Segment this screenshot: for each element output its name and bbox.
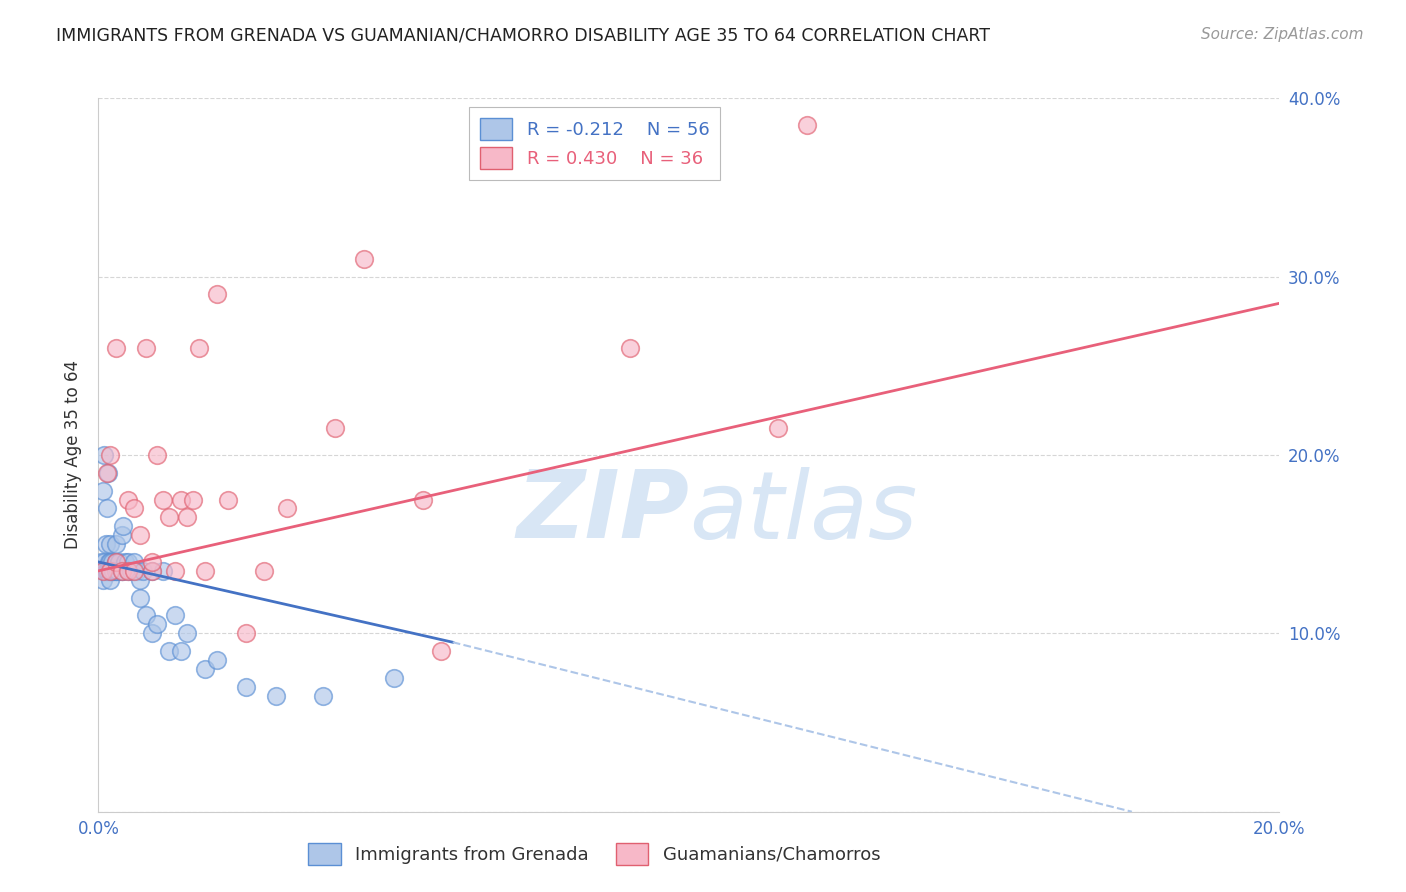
- Point: [312, 689, 335, 703]
- Point: [430, 644, 453, 658]
- Point: [353, 252, 375, 266]
- Point: [105, 564, 128, 578]
- Point: [181, 492, 204, 507]
- Text: ZIP: ZIP: [516, 466, 689, 558]
- Point: [114, 555, 136, 569]
- Point: [217, 492, 239, 507]
- Y-axis label: Disability Age 35 to 64: Disability Age 35 to 64: [63, 360, 82, 549]
- Point: [194, 564, 217, 578]
- Point: [91, 564, 114, 578]
- Point: [205, 287, 228, 301]
- Point: [107, 564, 129, 578]
- Point: [176, 626, 198, 640]
- Text: Source: ZipAtlas.com: Source: ZipAtlas.com: [1201, 27, 1364, 42]
- Point: [103, 564, 125, 578]
- Point: [91, 573, 114, 587]
- Point: [100, 564, 122, 578]
- Point: [90, 555, 112, 569]
- Point: [796, 118, 818, 132]
- Point: [135, 341, 157, 355]
- Point: [128, 573, 150, 587]
- Point: [98, 448, 121, 462]
- Point: [94, 564, 117, 578]
- Point: [98, 555, 121, 569]
- Point: [105, 537, 128, 551]
- Point: [253, 564, 276, 578]
- Point: [165, 608, 187, 623]
- Point: [766, 421, 789, 435]
- Point: [97, 466, 120, 480]
- Point: [152, 492, 174, 507]
- Point: [157, 644, 180, 658]
- Point: [96, 501, 118, 516]
- Point: [141, 564, 163, 578]
- Point: [135, 608, 157, 623]
- Point: [111, 564, 134, 578]
- Point: [323, 421, 346, 435]
- Point: [111, 564, 134, 578]
- Point: [194, 662, 217, 676]
- Point: [412, 492, 434, 507]
- Point: [97, 564, 120, 578]
- Point: [205, 653, 228, 667]
- Point: [141, 555, 163, 569]
- Point: [94, 537, 117, 551]
- Point: [132, 564, 155, 578]
- Point: [98, 537, 121, 551]
- Point: [101, 564, 124, 578]
- Text: IMMIGRANTS FROM GRENADA VS GUAMANIAN/CHAMORRO DISABILITY AGE 35 TO 64 CORRELATIO: IMMIGRANTS FROM GRENADA VS GUAMANIAN/CHA…: [56, 27, 990, 45]
- Point: [117, 555, 139, 569]
- Point: [187, 341, 209, 355]
- Point: [101, 555, 124, 569]
- Point: [128, 591, 150, 605]
- Point: [146, 448, 169, 462]
- Point: [105, 555, 128, 569]
- Point: [152, 564, 174, 578]
- Point: [93, 555, 115, 569]
- Point: [157, 510, 180, 524]
- Point: [165, 564, 187, 578]
- Point: [98, 555, 121, 569]
- Point: [176, 510, 198, 524]
- Point: [122, 564, 145, 578]
- Point: [264, 689, 287, 703]
- Point: [146, 617, 169, 632]
- Point: [170, 644, 193, 658]
- Point: [96, 466, 118, 480]
- Point: [105, 341, 128, 355]
- Point: [122, 501, 145, 516]
- Point: [141, 626, 163, 640]
- Point: [120, 564, 142, 578]
- Point: [117, 492, 139, 507]
- Point: [98, 573, 121, 587]
- Point: [93, 564, 115, 578]
- Point: [235, 680, 257, 694]
- Point: [112, 519, 135, 533]
- Point: [125, 564, 148, 578]
- Point: [122, 564, 145, 578]
- Text: atlas: atlas: [689, 467, 917, 558]
- Point: [117, 564, 139, 578]
- Point: [91, 483, 114, 498]
- Point: [382, 671, 405, 685]
- Point: [111, 564, 134, 578]
- Point: [111, 528, 134, 542]
- Legend: Immigrants from Grenada, Guamanians/Chamorros: Immigrants from Grenada, Guamanians/Cham…: [299, 834, 890, 874]
- Point: [108, 555, 131, 569]
- Point: [128, 528, 150, 542]
- Point: [117, 564, 139, 578]
- Point: [619, 341, 641, 355]
- Point: [93, 448, 115, 462]
- Point: [235, 626, 257, 640]
- Point: [98, 564, 121, 578]
- Point: [122, 555, 145, 569]
- Point: [105, 564, 128, 578]
- Point: [276, 501, 298, 516]
- Point: [96, 564, 118, 578]
- Point: [98, 564, 121, 578]
- Point: [170, 492, 193, 507]
- Point: [141, 564, 163, 578]
- Point: [105, 555, 128, 569]
